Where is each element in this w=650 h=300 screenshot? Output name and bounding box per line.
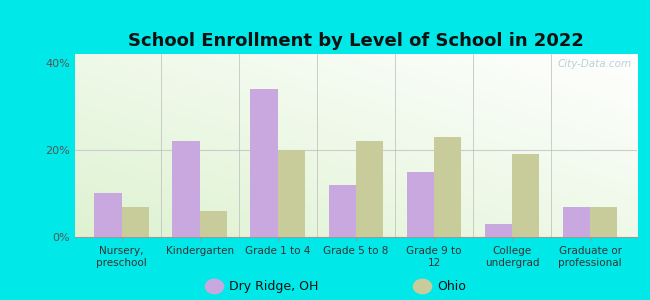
Bar: [512, 154, 540, 237]
Bar: [172, 141, 200, 237]
Bar: [407, 172, 434, 237]
Bar: [94, 194, 122, 237]
Bar: [434, 137, 462, 237]
Bar: [485, 224, 512, 237]
Bar: [250, 89, 278, 237]
Bar: [278, 150, 305, 237]
Text: City-Data.com: City-Data.com: [557, 59, 631, 70]
Title: School Enrollment by Level of School in 2022: School Enrollment by Level of School in …: [128, 32, 584, 50]
Bar: [356, 141, 384, 237]
Text: Dry Ridge, OH: Dry Ridge, OH: [229, 280, 318, 293]
Bar: [328, 185, 356, 237]
Bar: [590, 206, 618, 237]
Bar: [563, 206, 590, 237]
Bar: [122, 206, 149, 237]
Text: Ohio: Ohio: [437, 280, 465, 293]
Bar: [200, 211, 227, 237]
